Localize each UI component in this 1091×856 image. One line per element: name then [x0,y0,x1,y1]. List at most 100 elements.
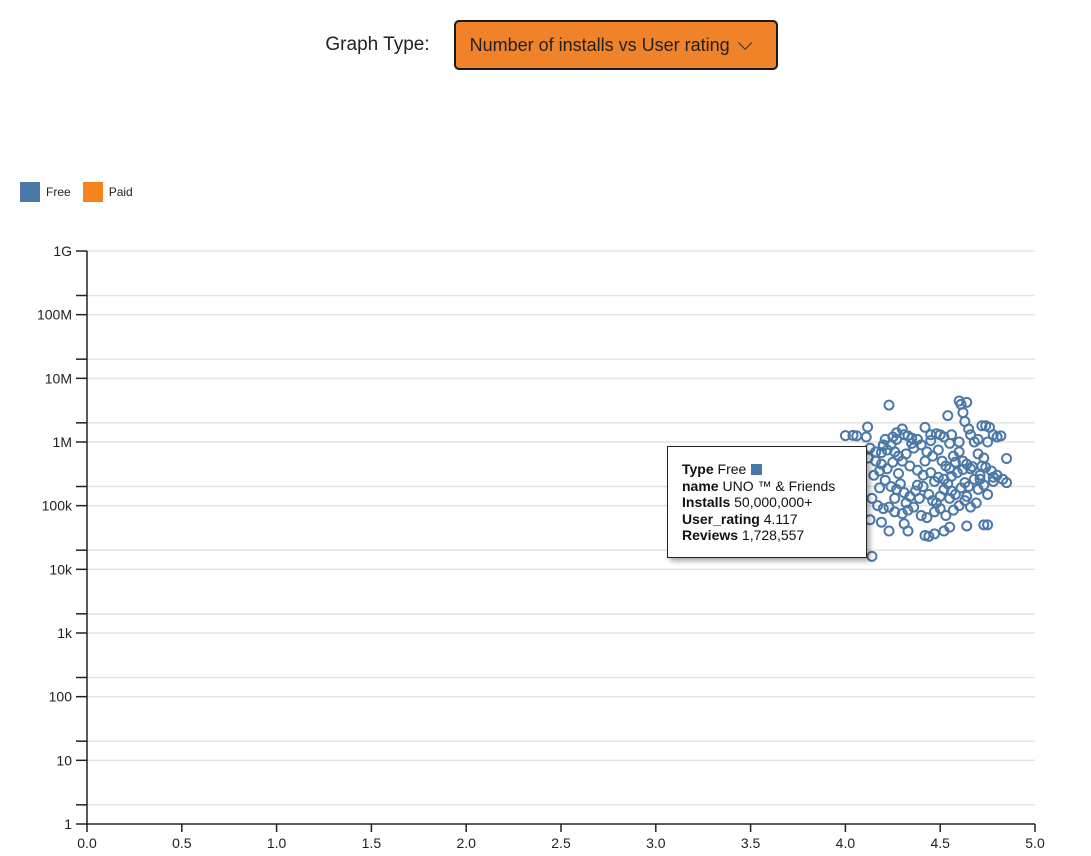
data-point [976,420,988,432]
x-tick-label: 3.5 [741,835,761,851]
data-point [942,410,954,422]
point-tooltip: Type Free name UNO ™ & Friends Installs … [667,446,867,558]
data-point [891,433,903,445]
tooltip-rating-label: User_rating [682,510,760,527]
graph-type-selected-value: Number of installs vs User rating [469,34,730,55]
x-tick-label: 2.0 [456,835,476,851]
tooltip-type-value: Free [717,461,747,477]
data-point [961,490,973,502]
data-point [953,436,965,448]
data-point [885,481,897,493]
data-point [1001,453,1013,465]
data-point [879,474,891,486]
data-point [944,437,956,449]
data-point [887,456,899,468]
data-point [949,456,961,468]
data-point [982,488,994,500]
data-point [883,525,895,537]
data-point [919,529,931,541]
data-point [1001,477,1013,489]
data-point [877,503,889,515]
data-point [881,463,893,475]
data-point [839,430,851,442]
x-tick-label: 5.0 [1025,835,1045,851]
data-point [978,519,990,531]
data-point [987,475,999,487]
legend-label-paid: Paid [108,185,133,199]
tooltip-reviews-value: 1,728,557 [741,527,805,543]
data-point [961,520,973,532]
data-point [896,423,908,435]
data-point [963,423,975,435]
data-point [911,479,923,491]
data-point [957,463,969,475]
data-point [883,399,895,411]
data-point [932,444,944,456]
data-point [944,492,956,504]
data-point [866,492,878,504]
tooltip-name-value: UNO ™ & Friends [722,477,836,494]
data-point [919,421,931,433]
data-point [965,463,977,475]
data-point [889,506,901,518]
graph-type-select[interactable]: Number of installs vs User rating [453,20,778,70]
data-point [915,510,927,522]
data-point [906,437,918,449]
data-point [974,473,986,485]
tooltip-name-label: name [682,477,719,494]
data-point [847,429,859,441]
tooltip-type-swatch [751,464,763,475]
data-point [929,506,941,518]
data-point [995,430,1007,442]
data-point [982,436,994,448]
y-tick-label: 100 [49,689,73,705]
data-point [870,446,882,458]
chart-legend: Free Paid [20,182,133,202]
data-point [972,433,984,445]
data-point [940,510,952,522]
legend-item-paid[interactable]: Paid [82,182,133,202]
data-point [900,497,912,509]
data-point [889,446,901,458]
y-tick-label: 100k [42,498,73,514]
data-point [927,450,939,462]
y-tick-label: 1G [53,243,72,259]
data-point [889,492,901,504]
data-point [875,516,887,528]
tooltip-type-label: Type [682,461,714,477]
x-tick-label: 0.5 [172,835,192,851]
y-tick-label: 10M [45,370,72,386]
data-point [921,512,933,524]
y-tick-label: 10k [49,561,73,577]
legend-swatch-paid [82,182,103,202]
graph-type-label: Graph Type: [325,34,430,55]
legend-item-free[interactable]: Free [20,182,71,202]
x-tick-label: 4.0 [836,835,856,851]
data-point [978,452,990,464]
data-point [872,500,884,512]
y-tick-label: 1k [57,625,73,641]
y-tick-label: 1 [64,816,72,832]
data-point [974,469,986,481]
data-point [892,468,904,480]
data-point [900,448,912,460]
data-point [966,461,978,473]
data-point [902,504,914,516]
data-point [906,432,918,444]
x-tick-label: 3.0 [646,835,666,851]
data-point [961,396,973,408]
data-point [898,518,910,530]
graph-type-controls: Graph Type: Number of installs vs User r… [0,20,1091,70]
data-point [972,483,984,495]
data-point [929,475,941,487]
x-tick-label: 1.0 [267,835,287,851]
tooltip-rating-value: 4.117 [763,510,798,527]
y-tick-label: 1M [53,434,72,450]
tooltip-installs-label: Installs [682,494,731,510]
data-point [929,528,941,540]
data-point [894,478,906,490]
data-point [913,492,925,504]
legend-swatch-free [20,182,40,202]
data-point [982,519,994,531]
